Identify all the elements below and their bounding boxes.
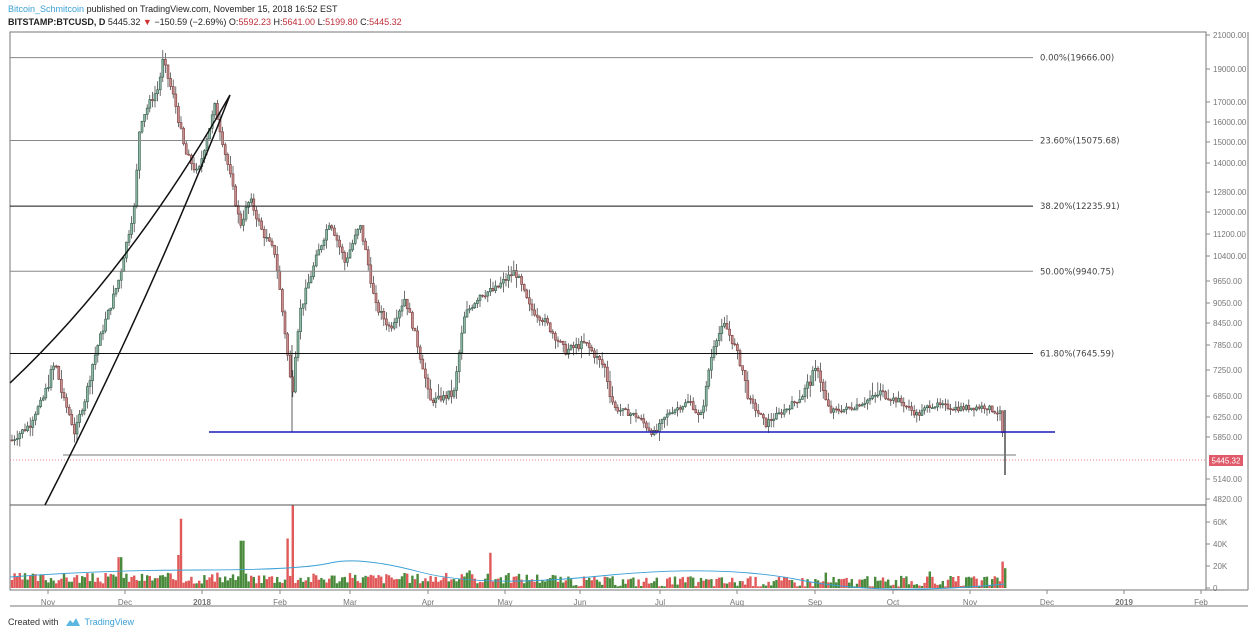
open-value: 5592.23 bbox=[238, 17, 271, 27]
svg-text:38.20%(12235.91): 38.20%(12235.91) bbox=[1040, 202, 1120, 212]
svg-text:17000.00: 17000.00 bbox=[1213, 98, 1247, 107]
svg-text:Jul: Jul bbox=[655, 598, 665, 607]
symbol-line: BITSTAMP:BTCUSD, D 5445.32 ▼ −150.59 (−2… bbox=[8, 16, 402, 29]
svg-text:21000.00: 21000.00 bbox=[1213, 31, 1247, 40]
svg-text:Sep: Sep bbox=[808, 598, 823, 607]
svg-text:2018: 2018 bbox=[193, 598, 211, 607]
svg-text:Feb: Feb bbox=[273, 598, 287, 607]
publish-info: published on TradingView.com, November 1… bbox=[86, 4, 338, 14]
high-label: H: bbox=[273, 17, 283, 27]
svg-text:61.80%(7645.59): 61.80%(7645.59) bbox=[1040, 350, 1114, 360]
svg-text:9650.00: 9650.00 bbox=[1213, 277, 1242, 286]
volume-pane bbox=[9, 505, 1007, 590]
svg-text:50.00%(9940.75): 50.00%(9940.75) bbox=[1040, 267, 1114, 277]
svg-text:0: 0 bbox=[1213, 584, 1218, 593]
svg-text:11200.00: 11200.00 bbox=[1213, 230, 1246, 239]
svg-text:60K: 60K bbox=[1213, 518, 1228, 527]
svg-text:Oct: Oct bbox=[887, 598, 900, 607]
svg-text:12000.00: 12000.00 bbox=[1213, 208, 1247, 217]
chart-frame bbox=[9, 31, 1249, 607]
low-label: L: bbox=[317, 17, 326, 27]
candles bbox=[10, 50, 1006, 475]
tradingview-logo-icon bbox=[65, 618, 80, 626]
svg-text:Nov: Nov bbox=[963, 598, 977, 607]
close-label: C: bbox=[360, 17, 370, 27]
footer: Created with TradingView bbox=[8, 617, 134, 627]
svg-text:0.00%(19666.00): 0.00%(19666.00) bbox=[1040, 54, 1114, 64]
price-change: −150.59 (−2.69%) bbox=[154, 17, 227, 27]
axes: 21000.00 19000.00 17000.00 16000.00 15000.00… bbox=[41, 31, 1247, 607]
svg-text:14000.00: 14000.00 bbox=[1213, 159, 1247, 168]
svg-text:40K: 40K bbox=[1213, 540, 1228, 549]
drawings: 0.00%(19666.00) 23.60%(15075.68) 38.20%(12… bbox=[9, 54, 1206, 506]
svg-text:Dec: Dec bbox=[1040, 598, 1054, 607]
tradingview-link[interactable]: TradingView bbox=[65, 617, 135, 627]
author-link[interactable]: Bitcoin_Schmitcoin bbox=[8, 4, 85, 14]
svg-text:Jun: Jun bbox=[574, 598, 587, 607]
svg-text:19000.00: 19000.00 bbox=[1213, 65, 1247, 74]
open-label: O: bbox=[228, 17, 239, 27]
chart-header: Bitcoin_Schmitcoin published on TradingV… bbox=[8, 3, 402, 29]
high-value: 5641.00 bbox=[282, 17, 316, 27]
svg-text:8450.00: 8450.00 bbox=[1213, 319, 1242, 328]
svg-text:12800.00: 12800.00 bbox=[1213, 188, 1247, 197]
svg-text:Dec: Dec bbox=[118, 598, 132, 607]
svg-text:Mar: Mar bbox=[343, 598, 357, 607]
svg-text:2019: 2019 bbox=[1115, 598, 1133, 607]
svg-text:Aug: Aug bbox=[730, 598, 744, 607]
svg-text:10400.00: 10400.00 bbox=[1213, 252, 1247, 261]
svg-text:Apr: Apr bbox=[422, 598, 435, 607]
svg-text:May: May bbox=[497, 598, 512, 607]
publish-line: Bitcoin_Schmitcoin published on TradingV… bbox=[8, 3, 402, 16]
tradingview-brand: TradingView bbox=[84, 617, 135, 627]
svg-text:16000.00: 16000.00 bbox=[1213, 118, 1247, 127]
svg-text:9050.00: 9050.00 bbox=[1213, 299, 1242, 308]
svg-text:Nov: Nov bbox=[41, 598, 55, 607]
created-with-text: Created with bbox=[8, 617, 59, 627]
svg-text:15000.00: 15000.00 bbox=[1213, 138, 1247, 147]
svg-text:7250.00: 7250.00 bbox=[1213, 366, 1242, 375]
svg-text:5445.32: 5445.32 bbox=[1212, 457, 1241, 466]
close-value: 5445.32 bbox=[369, 17, 402, 27]
svg-text:5850.00: 5850.00 bbox=[1213, 433, 1242, 442]
symbol-name: BITSTAMP:BTCUSD, D bbox=[8, 17, 106, 27]
svg-text:4820.00: 4820.00 bbox=[1213, 495, 1242, 504]
svg-text:7850.00: 7850.00 bbox=[1213, 341, 1242, 350]
svg-text:20K: 20K bbox=[1213, 562, 1228, 571]
svg-text:6250.00: 6250.00 bbox=[1213, 413, 1242, 422]
svg-text:6850.00: 6850.00 bbox=[1213, 392, 1242, 401]
low-value: 5199.80 bbox=[325, 17, 358, 27]
svg-text:23.60%(15075.68): 23.60%(15075.68) bbox=[1040, 136, 1120, 146]
last-price: 5445.32 bbox=[107, 17, 141, 27]
down-arrow-icon: ▼ bbox=[142, 17, 152, 27]
svg-text:Feb: Feb bbox=[1194, 598, 1208, 607]
svg-text:5140.00: 5140.00 bbox=[1213, 475, 1242, 484]
